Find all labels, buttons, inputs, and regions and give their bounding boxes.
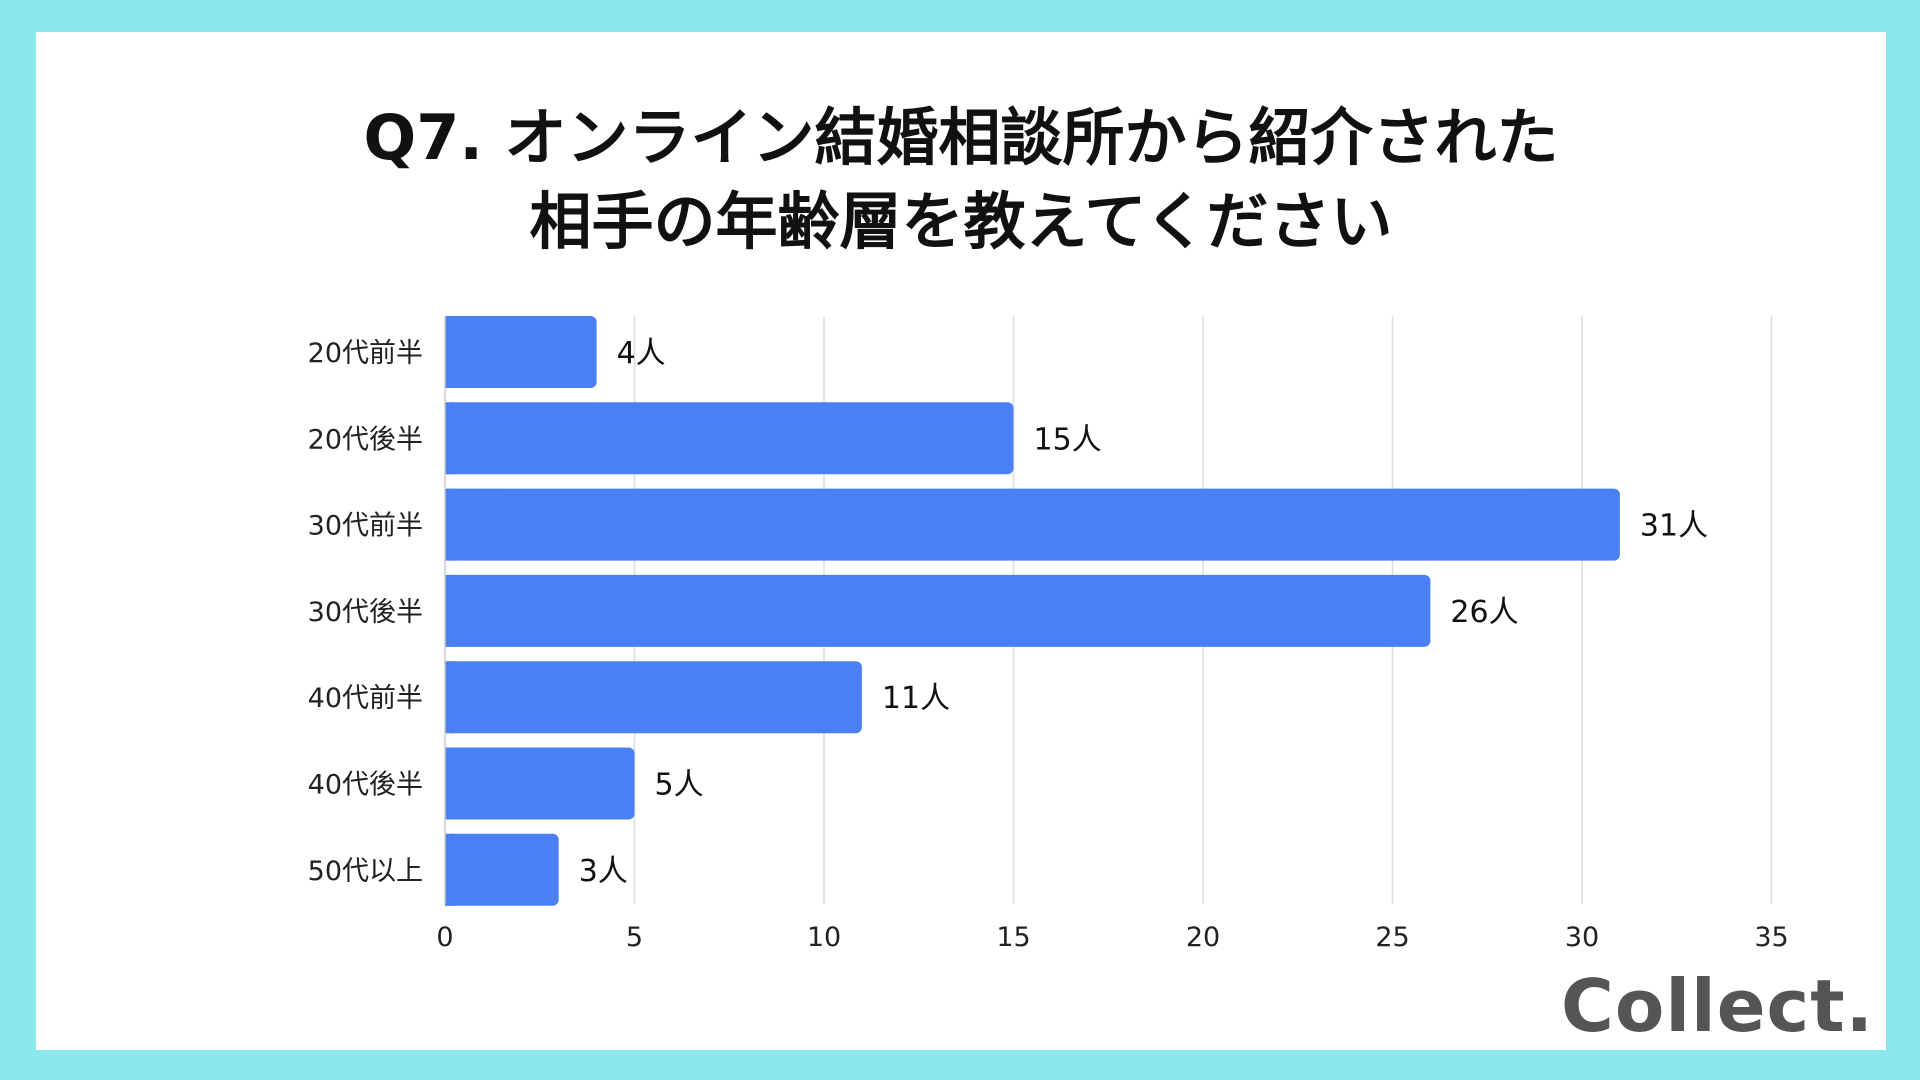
bar-7 — [445, 833, 559, 906]
bar-1-base — [445, 316, 455, 388]
x-tick-label-10: 10 — [807, 922, 841, 953]
data-label-4: 26人 — [1450, 595, 1518, 630]
data-label-1: 4人 — [617, 336, 666, 371]
category-label-7: 50代以上 — [308, 856, 423, 887]
chart-title-line-1: Q7. オンライン結婚相談所から紹介された — [363, 101, 1559, 174]
bar-3-base — [445, 488, 455, 561]
chart-title: Q7. オンライン結婚相談所から紹介された 相手の年齢層を教えてください — [36, 96, 1886, 264]
collect-logo: Collect. — [1561, 964, 1874, 1048]
x-tick-label-15: 15 — [996, 922, 1030, 953]
bar-5-base — [445, 661, 455, 734]
chart-title-line-2: 相手の年齢層を教えてください — [529, 185, 1393, 258]
x-tick-label-30: 30 — [1565, 922, 1599, 953]
category-label-6: 40代後半 — [308, 770, 423, 801]
data-label-5: 11人 — [882, 681, 950, 716]
x-tick-label-25: 25 — [1375, 922, 1409, 953]
bar-7-base — [445, 833, 455, 906]
category-label-4: 30代後半 — [308, 597, 423, 628]
bar-5 — [445, 661, 862, 734]
bar-2-base — [445, 402, 455, 475]
data-label-2: 15人 — [1034, 422, 1102, 457]
bar-4 — [445, 574, 1431, 647]
data-label-6: 5人 — [655, 768, 704, 803]
bar-chart: 0 5 10 15 20 25 30 35 20代前半 4人 20代後半 15人 30代前半 31人 30代… — [308, 316, 1789, 953]
bar-6-base — [445, 747, 455, 820]
x-tick-label-20: 20 — [1186, 922, 1220, 953]
x-tick-label-35: 35 — [1754, 922, 1788, 953]
bar-2 — [445, 402, 1014, 475]
data-label-3: 31人 — [1640, 509, 1708, 544]
category-label-5: 40代前半 — [308, 683, 423, 714]
category-label-2: 20代後半 — [308, 424, 423, 455]
data-label-7: 3人 — [579, 854, 628, 889]
bar-1 — [445, 316, 597, 388]
x-tick-label-0: 0 — [436, 922, 453, 953]
chart-frame: Q7. オンライン結婚相談所から紹介された 相手の年齢層を教えてください 0 5 1… — [36, 32, 1886, 1050]
category-label-3: 30代前半 — [308, 511, 423, 542]
bar-4-base — [445, 574, 455, 647]
x-tick-label-5: 5 — [626, 922, 643, 953]
category-label-1: 20代前半 — [308, 338, 423, 369]
bar-3 — [445, 488, 1620, 561]
bar-6 — [445, 747, 635, 820]
